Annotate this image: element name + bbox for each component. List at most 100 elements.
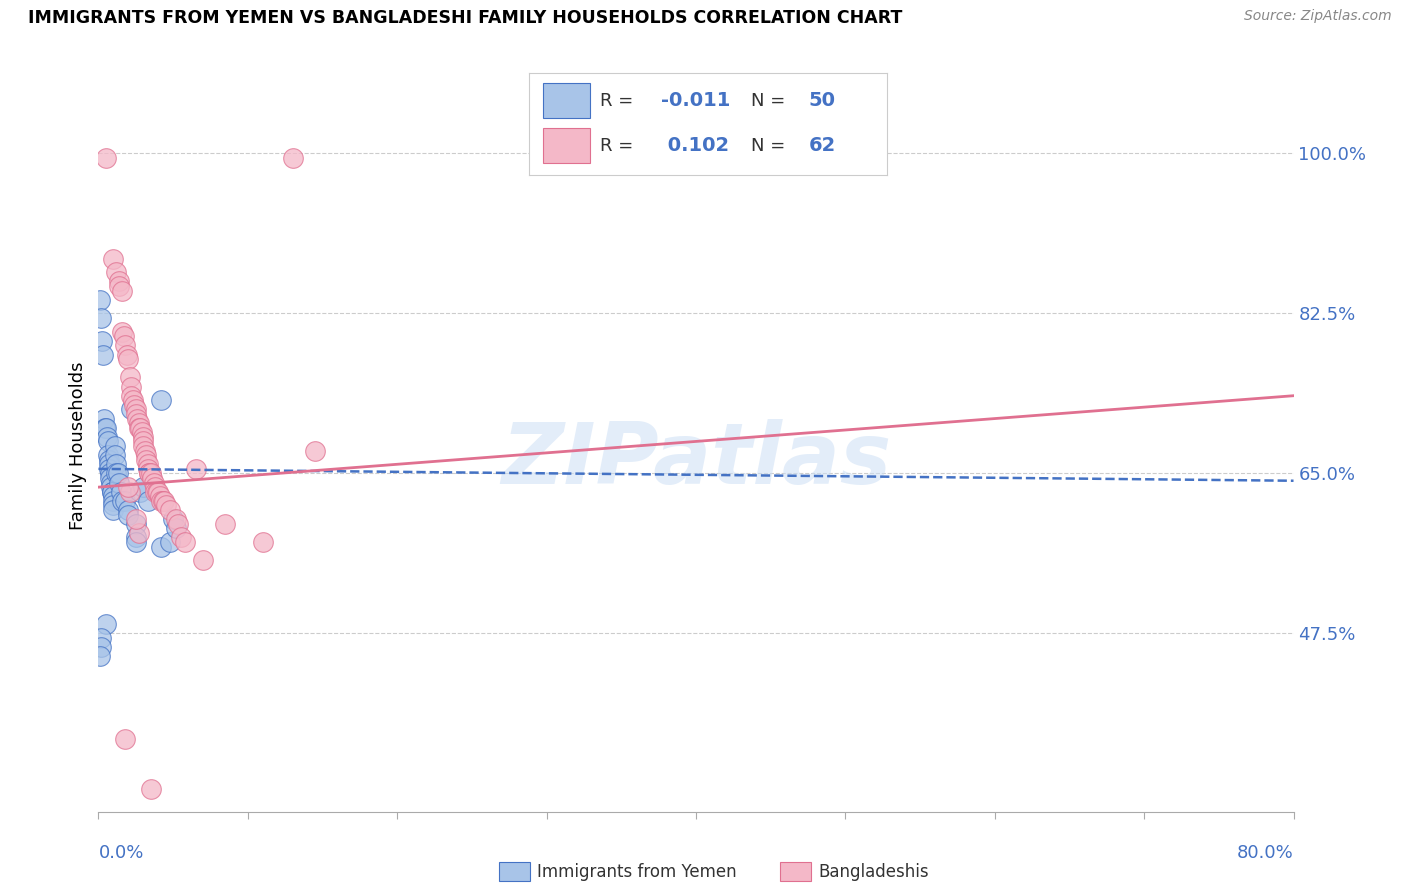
Point — [191, 553, 214, 567]
Point — [135, 452, 157, 467]
Text: 80.0%: 80.0% — [1237, 844, 1294, 862]
Point — [120, 379, 142, 393]
Point — [128, 525, 150, 540]
Point — [150, 494, 173, 508]
Point — [97, 434, 120, 449]
Point — [114, 338, 136, 352]
Point — [125, 512, 148, 526]
Point — [120, 389, 142, 403]
Text: ZIPatlas: ZIPatlas — [501, 419, 891, 502]
Point — [136, 494, 159, 508]
Point — [129, 421, 152, 435]
Point — [143, 480, 166, 494]
Point — [132, 480, 155, 494]
Point — [252, 535, 274, 549]
Point — [91, 334, 114, 348]
Point — [127, 411, 149, 425]
Point — [214, 516, 236, 531]
Point — [101, 484, 124, 499]
Point — [104, 458, 127, 472]
Point — [128, 421, 150, 435]
Point — [108, 475, 131, 490]
Point — [98, 467, 122, 481]
Point — [159, 503, 181, 517]
Text: Immigrants from Yemen: Immigrants from Yemen — [537, 863, 737, 881]
Point — [159, 535, 181, 549]
Point — [105, 265, 128, 279]
Point — [132, 434, 155, 449]
Point — [174, 535, 197, 549]
Point — [134, 443, 156, 458]
Point — [120, 402, 142, 417]
Point — [97, 462, 120, 476]
Point — [150, 540, 173, 554]
Point — [281, 151, 304, 165]
Point — [139, 781, 162, 796]
Point — [97, 448, 120, 462]
Point — [169, 530, 191, 544]
Point — [89, 293, 111, 307]
Point — [118, 484, 141, 499]
Point — [143, 484, 166, 499]
Point — [125, 516, 148, 531]
Point — [124, 398, 146, 412]
Point — [139, 467, 162, 481]
Point — [117, 352, 139, 367]
Point — [152, 494, 174, 508]
Point — [97, 458, 120, 472]
Point — [132, 439, 155, 453]
Point — [117, 480, 139, 494]
Point — [165, 512, 187, 526]
Point — [125, 407, 148, 421]
Point — [150, 393, 173, 408]
Point — [117, 508, 139, 522]
Point — [111, 494, 134, 508]
Point — [97, 452, 120, 467]
Point — [114, 731, 136, 746]
Point — [148, 484, 170, 499]
Point — [100, 480, 122, 494]
Point — [101, 484, 124, 499]
Point — [101, 499, 124, 513]
Text: IMMIGRANTS FROM YEMEN VS BANGLADESHI FAMILY HOUSEHOLDS CORRELATION CHART: IMMIGRANTS FROM YEMEN VS BANGLADESHI FAM… — [28, 9, 903, 27]
Point — [103, 503, 125, 517]
Point — [103, 252, 125, 266]
Point — [91, 348, 114, 362]
Point — [108, 275, 131, 289]
Point — [142, 475, 165, 490]
Point — [107, 467, 129, 481]
Point — [117, 503, 139, 517]
Point — [115, 348, 138, 362]
Point — [135, 448, 157, 462]
Point — [94, 421, 117, 435]
Point — [105, 467, 128, 481]
Point — [153, 494, 176, 508]
Point — [155, 499, 177, 513]
Point — [111, 325, 134, 339]
Y-axis label: Family Households: Family Households — [69, 362, 87, 530]
Point — [98, 471, 122, 485]
Point — [90, 640, 112, 655]
Point — [149, 489, 172, 503]
Point — [94, 151, 117, 165]
Point — [108, 279, 131, 293]
Point — [118, 370, 141, 384]
Point — [104, 448, 127, 462]
Point — [96, 430, 118, 444]
Point — [141, 471, 163, 485]
Point — [112, 329, 135, 343]
Point — [94, 421, 117, 435]
Point — [136, 462, 159, 476]
Point — [138, 467, 160, 481]
Point — [184, 462, 207, 476]
Point — [125, 535, 148, 549]
Point — [90, 631, 112, 645]
Point — [101, 494, 124, 508]
Point — [145, 484, 167, 499]
Point — [125, 402, 148, 417]
Point — [128, 416, 150, 430]
Text: Source: ZipAtlas.com: Source: ZipAtlas.com — [1244, 9, 1392, 23]
Point — [100, 475, 122, 490]
Point — [131, 425, 153, 440]
Point — [121, 393, 143, 408]
